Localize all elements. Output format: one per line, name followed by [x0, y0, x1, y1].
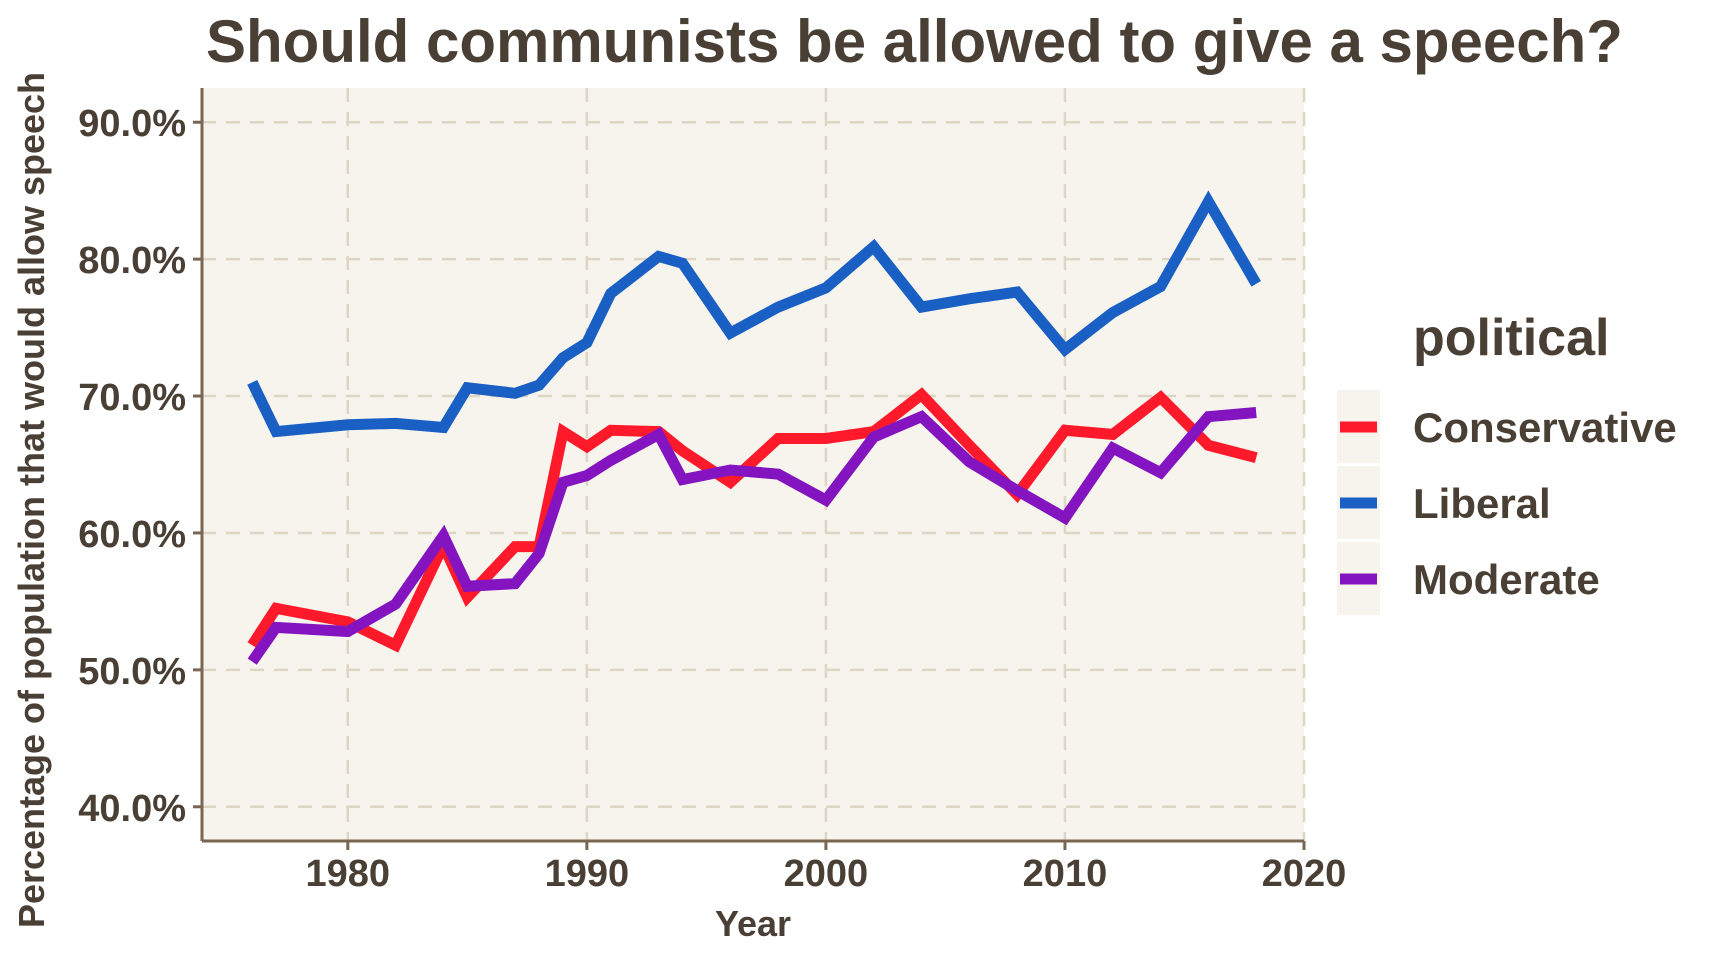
legend: political Conservative Liberal Moderate: [1337, 309, 1677, 615]
legend-label: Moderate: [1413, 556, 1600, 603]
y-axis-title: Percentage of population that would allo…: [11, 72, 52, 928]
legend-title: political: [1413, 309, 1609, 367]
y-tick-label: 60.0%: [78, 514, 186, 556]
series-layer: [247, 190, 1261, 665]
x-tick-label: 2000: [784, 853, 869, 895]
series-line-liberal: [247, 190, 1261, 438]
legend-label: Liberal: [1413, 480, 1551, 527]
legend-item-conservative: Conservative: [1337, 390, 1677, 463]
x-axis-ticks: 1980 1990 2000 2010 2020: [306, 841, 1347, 895]
y-tick-label: 90.0%: [78, 103, 186, 145]
legend-item-moderate: Moderate: [1337, 542, 1600, 615]
x-tick-label: 1980: [306, 853, 391, 895]
x-tick-label: 2010: [1023, 853, 1108, 895]
y-gridlines: [202, 120, 1304, 809]
series-line-moderate: [247, 407, 1257, 665]
legend-label: Conservative: [1413, 404, 1677, 451]
legend-item-liberal: Liberal: [1337, 466, 1551, 539]
y-axis-ticks: 40.0% 50.0% 60.0% 70.0% 80.0% 90.0%: [78, 103, 202, 830]
x-axis-title: Year: [715, 903, 791, 944]
x-gridlines: [346, 88, 1306, 841]
y-tick-label: 80.0%: [78, 240, 186, 282]
y-tick-label: 50.0%: [78, 651, 186, 693]
y-tick-label: 40.0%: [78, 788, 186, 830]
y-tick-label: 70.0%: [78, 377, 186, 419]
x-tick-label: 1990: [545, 853, 630, 895]
x-tick-label: 2020: [1262, 853, 1347, 895]
chart-title: Should communists be allowed to give a s…: [206, 8, 1623, 75]
